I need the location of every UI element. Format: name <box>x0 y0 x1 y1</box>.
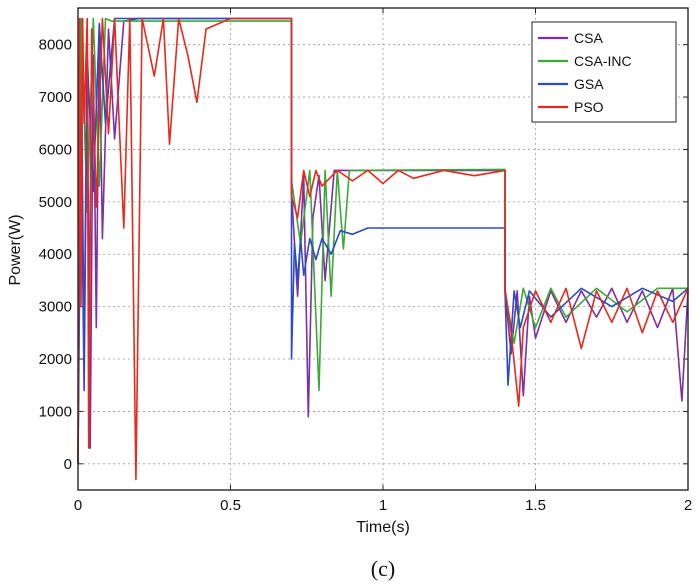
legend-label-csa-inc: CSA-INC <box>574 53 632 69</box>
x-tick-label: 2 <box>684 497 692 514</box>
series-line-gsa <box>77 17 689 464</box>
y-axis-label: Power(W) <box>7 214 24 285</box>
legend-label-gsa: GSA <box>574 76 604 92</box>
x-tick-label: 0.5 <box>220 497 241 514</box>
y-tick-label: 6000 <box>39 141 72 158</box>
series-line-csa-inc <box>77 17 688 464</box>
legend-label-pso: PSO <box>574 99 604 115</box>
grid <box>78 8 688 490</box>
figure-caption: (c) <box>371 556 395 581</box>
legend-label-csa: CSA <box>574 30 603 46</box>
legend: CSA CSA-INC GSA PSO <box>531 21 677 123</box>
y-tick-label: 2000 <box>39 351 72 368</box>
x-tick-label: 0 <box>74 497 82 514</box>
y-tick-label: 8000 <box>39 37 72 54</box>
x-tick-label: 1.5 <box>525 497 546 514</box>
series-line-pso <box>77 17 689 481</box>
y-tick-label: 4000 <box>39 246 72 263</box>
y-tick-label: 7000 <box>39 89 72 106</box>
x-axis-label: Time(s) <box>356 519 410 536</box>
series-lines <box>77 17 689 481</box>
y-tick-label: 0 <box>64 456 72 473</box>
x-tick-label: 1 <box>379 497 387 514</box>
y-tick-label: 3000 <box>39 299 72 316</box>
plot-border <box>77 7 689 491</box>
y-tick-label: 1000 <box>39 403 72 420</box>
y-tick-label: 5000 <box>39 194 72 211</box>
axis-ticks: 0 0.5 1 1.5 2 0 1000 2000 3000 4000 5000 6000 7000 80… <box>39 8 692 514</box>
